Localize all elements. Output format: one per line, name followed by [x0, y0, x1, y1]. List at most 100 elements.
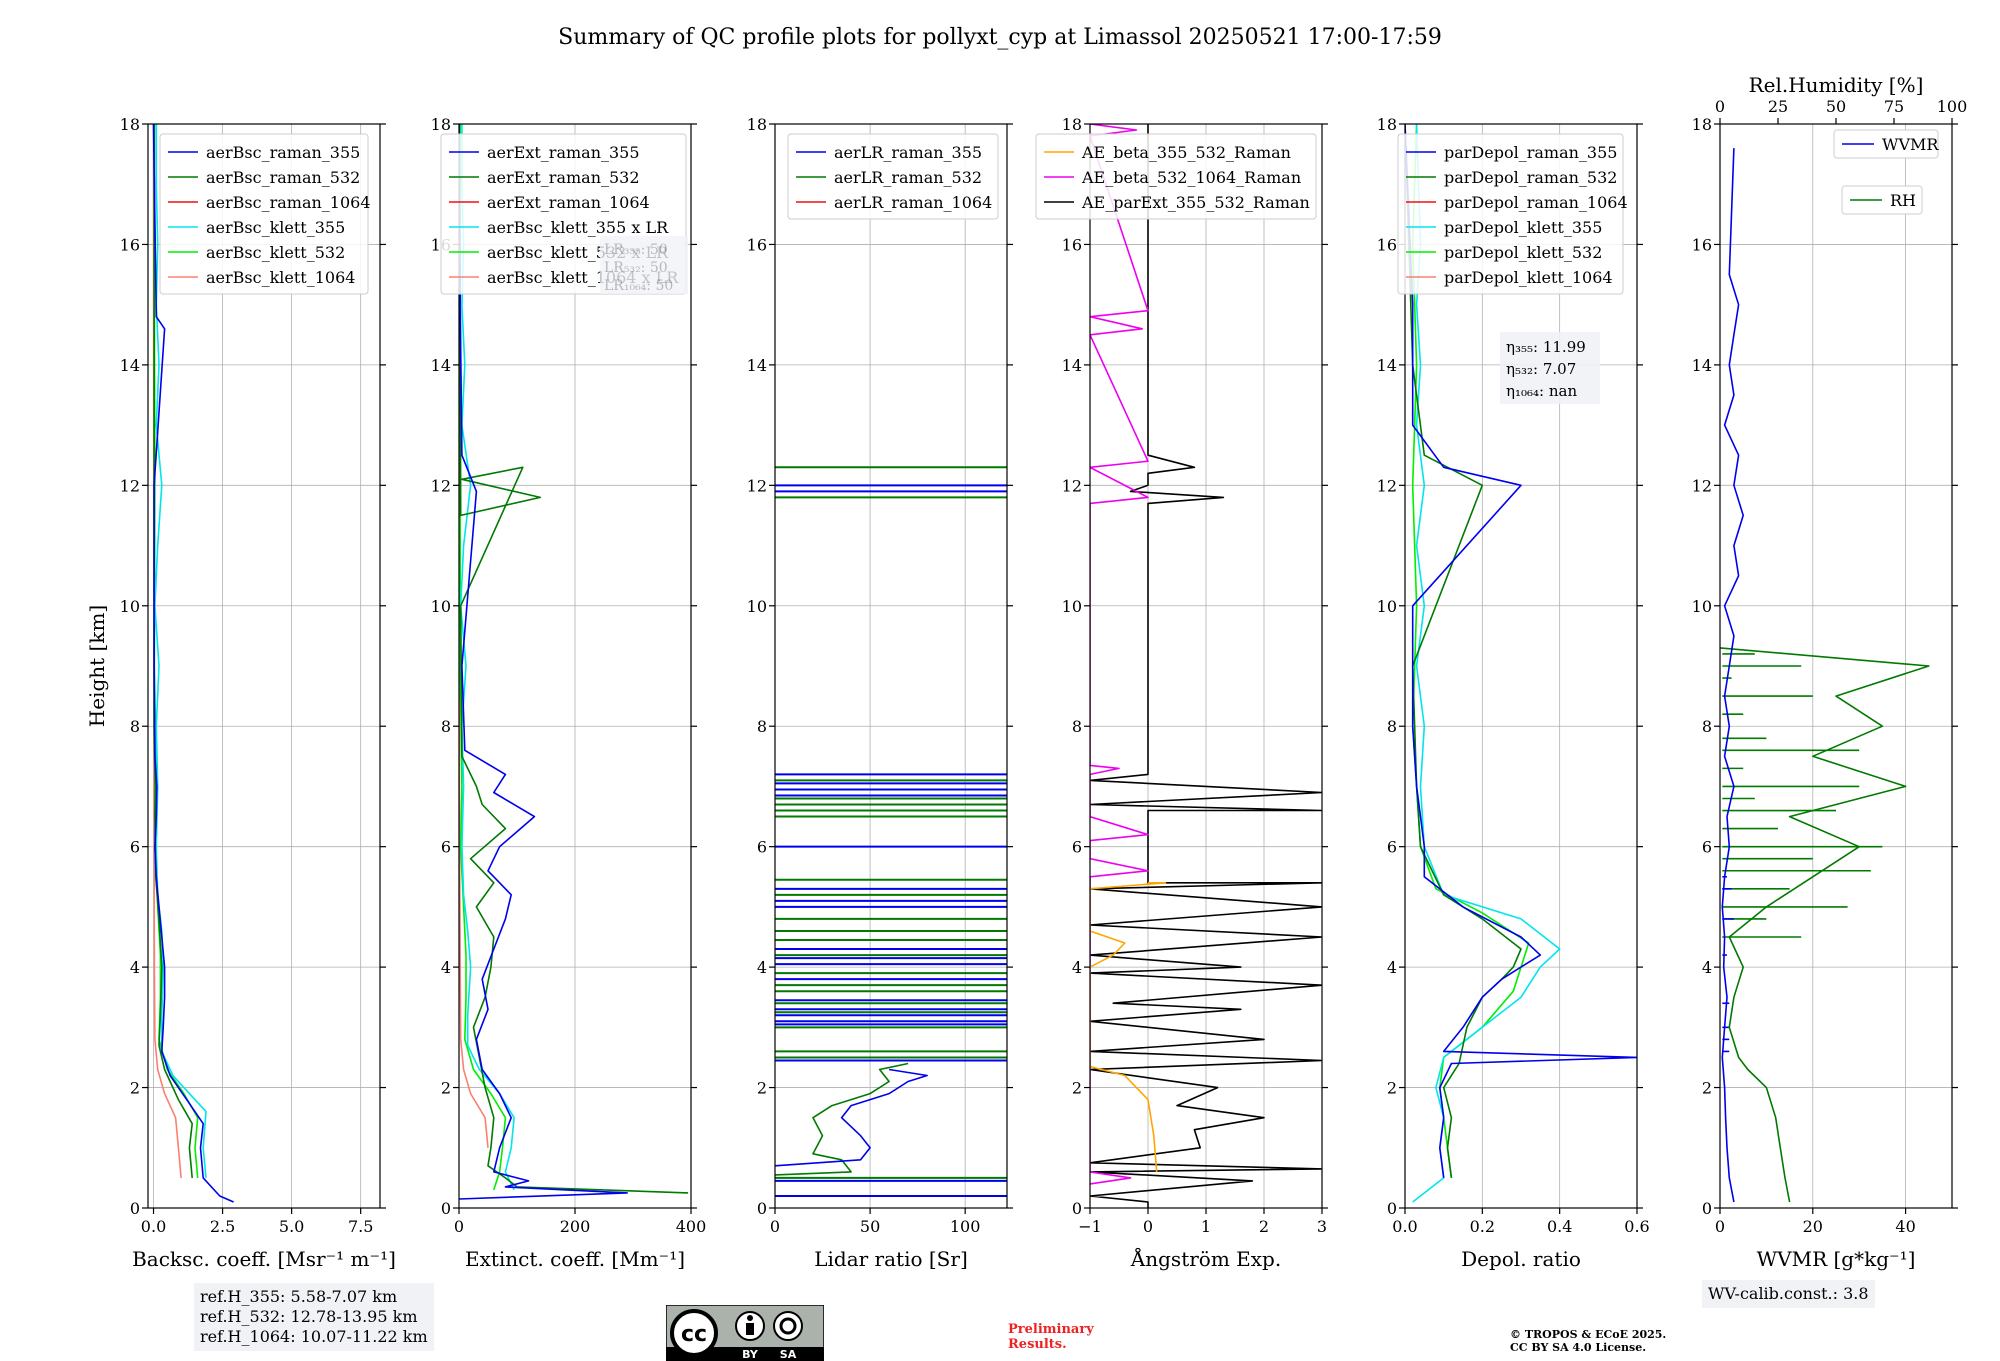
legend-label: WVMR: [1882, 135, 1939, 154]
y-tick-label: 8: [1387, 717, 1397, 736]
series-aerbsc-raman-532: [153, 124, 193, 1178]
x-tick-label: 100: [950, 1217, 981, 1236]
y-tick-label: 18: [1692, 115, 1712, 134]
cc-icon: [670, 1309, 718, 1357]
x-tick-label: 3: [1317, 1217, 1327, 1236]
legend-label: aerBsc_raman_532: [206, 168, 360, 187]
legend-label: parDepol_raman_1064: [1444, 193, 1628, 212]
plot-area-ext: [459, 124, 689, 1200]
legend-label: aerBsc_raman_355: [206, 143, 360, 162]
legend-label: aerExt_raman_1064: [487, 193, 650, 212]
x-axis-label: Depol. ratio: [1461, 1247, 1581, 1271]
legend-box: [1397, 133, 1624, 295]
x-tick-label: 200: [560, 1217, 591, 1236]
legend-label: aerBsc_klett_355: [206, 218, 345, 237]
y-tick-label: 18: [1062, 115, 1082, 134]
x-tick-label: 0: [1143, 1217, 1153, 1236]
y-tick-label: 12: [1377, 476, 1397, 495]
y-tick-label: 8: [757, 717, 767, 736]
y-tick-label: 2: [1702, 1079, 1712, 1098]
series-pardepol-raman-532: [1405, 124, 1522, 1179]
ref-height-1064: ref.H_1064: 10.07-11.22 km: [200, 1327, 428, 1346]
series-aerbsc-raman-355: [152, 124, 234, 1203]
y-tick-label: 8: [1702, 717, 1712, 736]
top-x-tick-label: 50: [1826, 97, 1846, 116]
y-tick-label: 16: [1692, 235, 1712, 254]
y-tick-label: 16: [747, 235, 767, 254]
x-tick-label: 0: [454, 1217, 464, 1236]
x-tick-label: 20: [1803, 1217, 1823, 1236]
x-axis-label: Lidar ratio [Sr]: [814, 1247, 968, 1271]
y-tick-label: 14: [1692, 356, 1712, 375]
legend-label: AE_beta_355_532_Raman: [1081, 143, 1291, 162]
y-tick-label: 12: [120, 476, 140, 495]
series-aerlr-raman-532: [775, 1062, 909, 1176]
plot-area-bsc: [152, 124, 234, 1203]
x-tick-label: 0.6: [1624, 1217, 1649, 1236]
series-aerlr-raman-355: [775, 1068, 928, 1167]
x-axis-label: Backsc. coeff. [Msr⁻¹ m⁻¹]: [132, 1247, 396, 1271]
share-alike-icon: [773, 1311, 803, 1341]
y-tick-label: 0: [1072, 1199, 1082, 1218]
legend-label: aerBsc_klett_355 x LR: [487, 218, 669, 237]
panel-depol: 0 2 4 6 8 10 12 14 16 18 0.0 0.2 0.4 0.6 Depol. ratio p…: [1377, 115, 1650, 1271]
y-tick-label: 14: [120, 356, 140, 375]
legend-label: parDepol_raman_355: [1444, 143, 1617, 162]
x-axis-label: Ångström Exp.: [1130, 1246, 1281, 1271]
eta-label: η₅₃₂: 7.07: [1506, 360, 1576, 378]
x-tick-label: 40: [1895, 1217, 1915, 1236]
series-aerbsc-klett-532-x-lr: [459, 124, 507, 1191]
axes-frame: [147, 123, 381, 1209]
y-tick-label: 4: [757, 958, 767, 977]
x-tick-label: 0: [1715, 1217, 1725, 1236]
plot-area-depol: [1405, 124, 1637, 1203]
y-tick-label: 0: [441, 1199, 451, 1218]
x-tick-label: 0.0: [1392, 1217, 1417, 1236]
figure-title: Summary of QC profile plots for pollyxt_…: [558, 25, 1442, 50]
lr-box-bg: [600, 236, 688, 294]
y-tick-label: 8: [130, 717, 140, 736]
y-tick-label: 14: [1062, 356, 1082, 375]
preliminary-line-1: Preliminary: [1008, 1322, 1094, 1337]
y-tick-label: 10: [1377, 597, 1397, 616]
x-tick-label: 50: [860, 1217, 880, 1236]
y-tick-label: 8: [1072, 717, 1082, 736]
y-tick-label: 10: [431, 597, 451, 616]
series-pardepol-klett-355: [1412, 124, 1561, 1203]
panel-bsc: 0 2 4 6 8 10 12 14 16 18 0.0 2.5 5.0 7.5 Backsc. coeff…: [85, 115, 396, 1271]
y-tick-label: 6: [1072, 838, 1082, 857]
y-tick-label: 8: [441, 717, 451, 736]
legend-box: [159, 133, 369, 295]
axes-frame: [1404, 123, 1638, 1209]
axes-frame: [774, 123, 1008, 1209]
y-tick-label: 14: [747, 356, 767, 375]
x-tick-label: 0.4: [1547, 1217, 1572, 1236]
series-aerext-raman-532: [459, 124, 689, 1194]
series-ae-beta-355-532-raman: [1090, 881, 1167, 1172]
y-tick-label: 4: [1387, 958, 1397, 977]
y-tick-label: 14: [431, 356, 451, 375]
y-tick-label: 12: [1692, 476, 1712, 495]
x-tick-label: 1: [1201, 1217, 1211, 1236]
series-pardepol-raman-355: [1405, 124, 1637, 1179]
series-ae-parext-355-532-raman: [1090, 124, 1322, 1208]
ref-height-532: ref.H_532: 12.78-13.95 km: [200, 1307, 418, 1326]
legend-label: aerBsc_klett_1064: [206, 268, 355, 287]
legend-wv: WVMR RH: [1833, 129, 1939, 215]
y-tick-label: 2: [1387, 1079, 1397, 1098]
top-x-tick-label: 100: [1937, 97, 1968, 116]
top-x-tick-label: 75: [1884, 97, 1904, 116]
y-tick-label: 18: [431, 115, 451, 134]
lr-box-text: LR₃₅₅: 50: [604, 242, 668, 258]
preliminary-note: Preliminary Results.: [1008, 1322, 1094, 1352]
legend-label: parDepol_klett_355: [1444, 218, 1602, 237]
top-x-axis-label: Rel.Humidity [%]: [1749, 73, 1924, 97]
legend-label: aerBsc_raman_1064: [206, 193, 371, 212]
y-tick-label: 10: [747, 597, 767, 616]
legend-box: [1833, 129, 1939, 159]
x-axis-label: WVMR [g*kg⁻¹]: [1757, 1247, 1916, 1271]
x-tick-label: 0: [770, 1217, 780, 1236]
wv-calibration-box: WV-calib.const.: 3.8: [1702, 1280, 1875, 1308]
